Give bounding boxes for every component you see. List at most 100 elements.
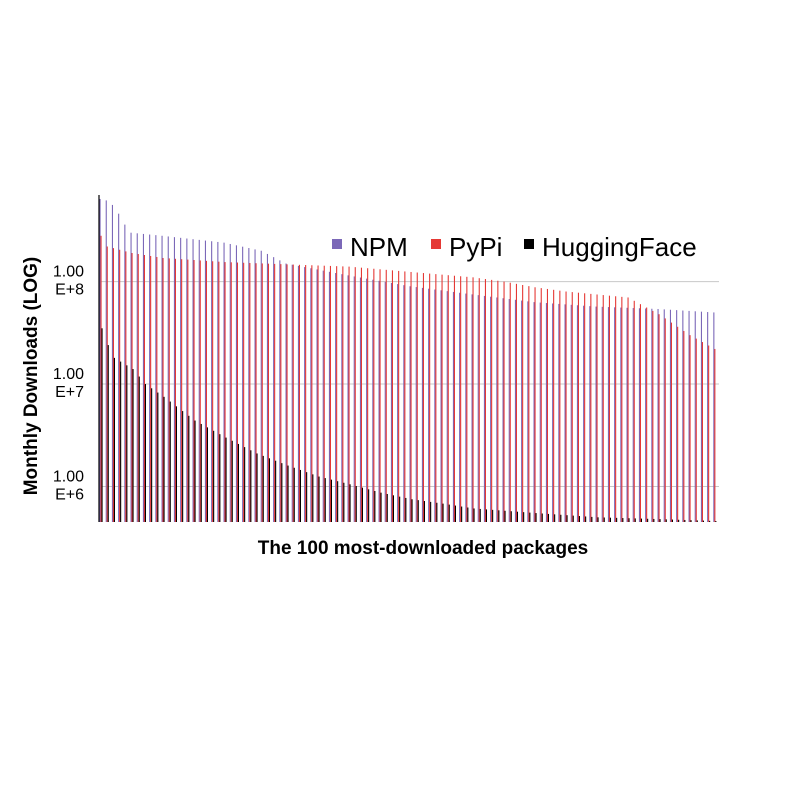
bar-pypi bbox=[714, 348, 716, 522]
bar-npm bbox=[372, 279, 374, 522]
bar-npm bbox=[155, 235, 157, 522]
bar-huggingface bbox=[516, 511, 518, 522]
bar-huggingface bbox=[566, 515, 568, 522]
bar-huggingface bbox=[498, 510, 500, 522]
bar-npm bbox=[483, 295, 485, 522]
bar-pypi bbox=[701, 342, 703, 522]
bar-huggingface bbox=[355, 485, 357, 522]
bar-pypi bbox=[143, 255, 145, 522]
bar-npm bbox=[477, 295, 479, 522]
bar-huggingface bbox=[529, 512, 531, 522]
bar-huggingface bbox=[318, 476, 320, 522]
bar-npm bbox=[657, 308, 659, 522]
bar-huggingface bbox=[541, 513, 543, 522]
bar-huggingface bbox=[250, 450, 252, 522]
bar-huggingface bbox=[324, 478, 326, 522]
bar-huggingface bbox=[392, 495, 394, 522]
y-axis-title: Monthly Downloads (LOG) bbox=[21, 257, 42, 496]
bar-pypi bbox=[168, 258, 170, 522]
bar-huggingface bbox=[411, 499, 413, 522]
bar-npm bbox=[700, 311, 702, 522]
bar-huggingface bbox=[485, 509, 487, 522]
bar-pypi bbox=[404, 271, 406, 522]
bar-huggingface bbox=[684, 519, 686, 522]
bar-npm bbox=[440, 290, 442, 522]
bar-npm bbox=[607, 307, 609, 522]
bar-npm bbox=[614, 307, 616, 522]
bar-huggingface bbox=[225, 437, 227, 522]
bar-huggingface bbox=[634, 518, 636, 522]
bar-npm bbox=[465, 293, 467, 522]
bar-pypi bbox=[565, 291, 567, 522]
legend-label-huggingface: HuggingFace bbox=[542, 232, 697, 262]
bar-pypi bbox=[354, 267, 356, 522]
bar-pypi bbox=[534, 287, 536, 522]
bar-pypi bbox=[633, 300, 635, 522]
bar-huggingface bbox=[182, 411, 184, 522]
bar-npm bbox=[570, 304, 572, 522]
bar-huggingface bbox=[665, 519, 667, 522]
bar-npm bbox=[397, 284, 399, 522]
bar-npm bbox=[322, 270, 324, 522]
legend: NPM PyPi HuggingFace bbox=[332, 232, 697, 262]
bar-pypi bbox=[429, 273, 431, 522]
bar-huggingface bbox=[479, 508, 481, 522]
bar-npm bbox=[198, 239, 200, 522]
bar-npm bbox=[638, 308, 640, 522]
bar-pypi bbox=[689, 335, 691, 522]
bar-pypi bbox=[571, 292, 573, 522]
bar-npm bbox=[626, 307, 628, 522]
legend-label-pypi: PyPi bbox=[449, 232, 502, 262]
bar-pypi bbox=[577, 292, 579, 522]
y-tick-label: 1.00 bbox=[53, 366, 84, 383]
bar-npm bbox=[545, 303, 547, 522]
bar-huggingface bbox=[293, 467, 295, 522]
bar-pypi bbox=[435, 274, 437, 522]
bar-huggingface bbox=[361, 487, 363, 522]
bar-npm bbox=[552, 303, 554, 522]
bar-pypi bbox=[416, 272, 418, 522]
bar-pypi bbox=[305, 265, 307, 522]
bar-huggingface bbox=[126, 365, 128, 522]
bar-npm bbox=[645, 308, 647, 522]
bar-pypi bbox=[670, 322, 672, 522]
bar-npm bbox=[390, 282, 392, 522]
bar-npm bbox=[651, 308, 653, 522]
bar-pypi bbox=[478, 278, 480, 522]
bar-npm bbox=[291, 264, 293, 522]
bar-pypi bbox=[280, 264, 282, 522]
bar-pypi bbox=[230, 262, 232, 522]
bar-huggingface bbox=[461, 506, 463, 522]
bar-huggingface bbox=[349, 484, 351, 522]
bar-huggingface bbox=[337, 481, 339, 522]
bar-huggingface bbox=[640, 518, 642, 522]
bar-pypi bbox=[708, 345, 710, 522]
y-tick-label: E+8 bbox=[55, 282, 84, 299]
bar-pypi bbox=[298, 264, 300, 522]
bar-pypi bbox=[286, 264, 288, 522]
bar-huggingface bbox=[237, 443, 239, 522]
bar-pypi bbox=[391, 270, 393, 522]
bar-huggingface bbox=[213, 430, 215, 522]
bar-pypi bbox=[528, 286, 530, 522]
bar-huggingface bbox=[330, 479, 332, 522]
bar-huggingface bbox=[653, 518, 655, 522]
bar-npm bbox=[118, 213, 120, 522]
bar-huggingface bbox=[597, 517, 599, 522]
bar-pypi bbox=[652, 310, 654, 522]
bar-huggingface bbox=[715, 521, 717, 522]
bar-huggingface bbox=[702, 520, 704, 522]
bar-pypi bbox=[677, 326, 679, 522]
bar-pypi bbox=[491, 279, 493, 522]
bar-huggingface bbox=[578, 516, 580, 522]
bar-npm bbox=[514, 299, 516, 522]
bar-pypi bbox=[187, 259, 189, 522]
bar-pypi bbox=[174, 258, 176, 522]
bar-huggingface bbox=[405, 497, 407, 522]
bar-npm bbox=[496, 297, 498, 522]
y-tick-label: E+7 bbox=[55, 384, 84, 401]
bar-npm bbox=[632, 308, 634, 522]
bar-huggingface bbox=[312, 474, 314, 522]
bar-npm bbox=[694, 311, 696, 522]
bar-pypi bbox=[249, 262, 251, 522]
